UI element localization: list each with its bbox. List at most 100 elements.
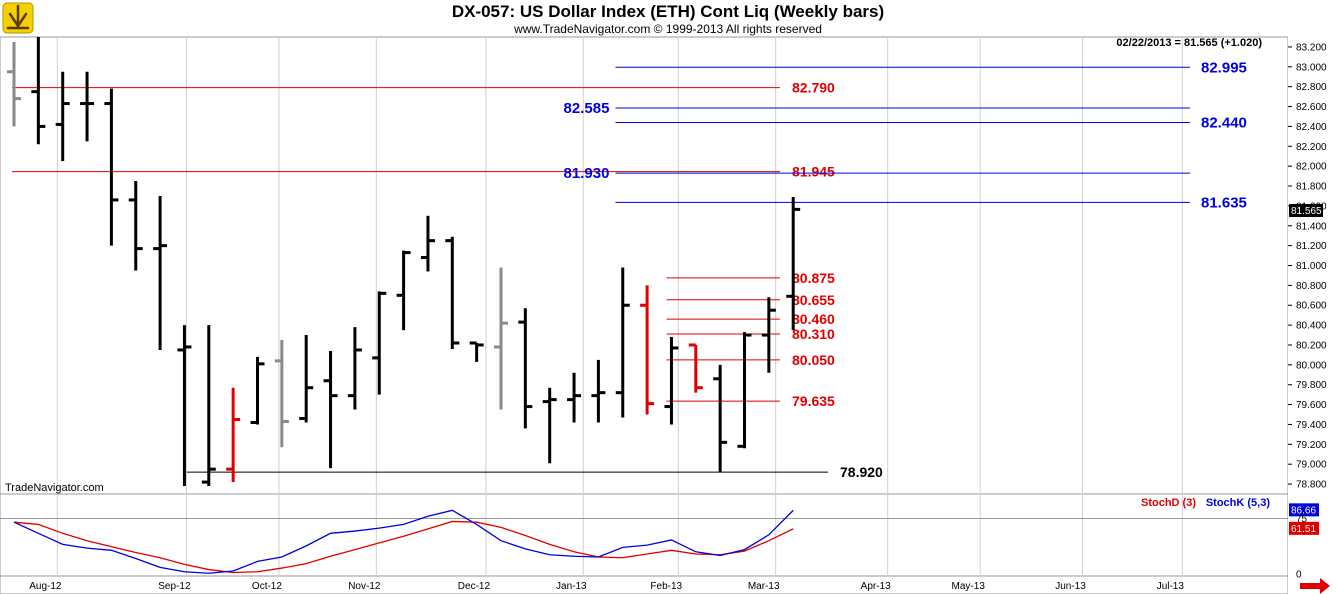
ohlc-bar	[737, 332, 752, 449]
ohlc-bar	[786, 196, 801, 331]
stochd-legend: StochD (3)	[1141, 497, 1196, 509]
y-axis-strip	[1288, 37, 1336, 594]
price-level-label: 82.790	[792, 80, 835, 96]
y-tick-label: 79.000	[1296, 460, 1327, 471]
ohlc-bar	[104, 88, 119, 246]
y-tick-label: 79.400	[1296, 420, 1327, 431]
y-axis: 78.800 79.000 79.200 79.400 79.600 79.800 80.0…	[1288, 42, 1327, 491]
stochastic-panel	[0, 493, 1289, 577]
y-tick-label: 81.400	[1296, 221, 1327, 232]
last-quote: 02/22/2013 = 81.565 (+1.020)	[1116, 37, 1262, 49]
ohlc-bar	[55, 71, 70, 162]
y-tick-label: 82.200	[1296, 142, 1327, 153]
y-tick-label: 82.600	[1296, 102, 1327, 113]
ohlc-bar	[153, 195, 168, 350]
ohlc-bar	[177, 325, 192, 487]
scroll-right-arrow-icon[interactable]	[1300, 578, 1330, 594]
ohlc-bar	[420, 215, 435, 272]
stochd-line	[13, 520, 794, 574]
x-tick-label: Jan-13	[556, 581, 587, 592]
price-level-label: 80.310	[792, 326, 835, 342]
tradenavigator-logo	[2, 2, 34, 34]
price-level-label: 78.920	[840, 464, 883, 480]
stoch-y-tick-label: 75	[1296, 514, 1308, 525]
ohlc-bar	[274, 340, 289, 448]
x-tick-label: Sep-12	[158, 581, 191, 592]
grid	[56, 37, 1183, 576]
ohlc-bar	[226, 387, 241, 483]
price-level-label: 81.930	[564, 165, 610, 182]
y-tick-label: 82.000	[1296, 162, 1327, 173]
price-level-label: 82.995	[1201, 59, 1247, 76]
stochk-value: 86.66	[1291, 505, 1316, 516]
y-tick-label: 79.200	[1296, 440, 1327, 451]
y-tick-label: 78.800	[1296, 480, 1327, 491]
ohlc-bar	[761, 297, 776, 373]
x-axis-strip	[0, 575, 1289, 594]
y-tick-label: 80.400	[1296, 321, 1327, 332]
ohlc-bar	[615, 267, 630, 418]
ohlc-bar	[469, 341, 484, 362]
ohlc-bar	[250, 356, 265, 425]
x-tick-label: Jul-13	[1157, 581, 1185, 592]
last-price-tag	[1289, 204, 1323, 217]
x-tick-label: Feb-13	[650, 581, 682, 592]
x-tick-label: Dec-12	[458, 581, 491, 592]
ohlc-bar	[664, 337, 679, 425]
last-price-value: 81.565	[1291, 206, 1322, 217]
y-tick-label: 79.800	[1296, 380, 1327, 391]
ohlc-bar	[591, 359, 606, 423]
x-tick-label: Aug-12	[29, 581, 62, 592]
x-tick-label: Jun-13	[1055, 581, 1086, 592]
ohlc-bar	[396, 250, 411, 331]
ohlc-bar	[445, 236, 460, 349]
ohlc-bar	[128, 181, 143, 271]
price-level-label: 79.635	[792, 393, 835, 409]
y-tick-label: 79.600	[1296, 400, 1327, 411]
y-tick-label: 83.200	[1296, 42, 1327, 53]
ohlc-bar	[688, 343, 703, 393]
price-level-label: 80.655	[792, 292, 835, 308]
y-tick-label: 82.800	[1296, 82, 1327, 93]
price-level-label: 81.635	[1201, 194, 1247, 211]
y-tick-label: 81.200	[1296, 241, 1327, 252]
ohlc-bar	[80, 71, 95, 142]
x-axis: Aug-12 Sep-12 Oct-12 Nov-12 Dec-12 Jan-13 Feb-…	[29, 581, 1184, 592]
stochastic-lines: 61.51 86.66 0 75	[0, 503, 1319, 581]
stochk-legend: StochK (5,3)	[1206, 497, 1271, 509]
ohlc-bar	[323, 350, 338, 469]
ohlc-bars	[7, 37, 801, 487]
price-level-label: 80.875	[792, 270, 835, 286]
ohlc-bar	[518, 308, 533, 429]
price-level-label: 82.440	[1201, 114, 1247, 131]
price-level-label: 80.050	[792, 352, 835, 368]
x-tick-label: May-13	[952, 581, 986, 592]
ohlc-bar	[299, 335, 314, 423]
price-level-label: 80.460	[792, 311, 835, 327]
chart-subtitle: www.TradeNavigator.com © 1999-2013 All r…	[514, 22, 822, 36]
y-tick-label: 81.800	[1296, 182, 1327, 193]
x-tick-label: Mar-13	[748, 581, 780, 592]
price-level-label: 81.945	[792, 164, 835, 180]
stoch-y-tick-label: 0	[1296, 570, 1302, 581]
stochk-value-tag	[1289, 503, 1319, 517]
price-panel	[0, 36, 1289, 495]
y-tick-label: 81.000	[1296, 261, 1327, 272]
ohlc-bar	[201, 325, 216, 487]
y-tick-label: 80.000	[1296, 360, 1327, 371]
y-tick-label: 80.800	[1296, 281, 1327, 292]
x-tick-label: Nov-12	[348, 581, 381, 592]
ohlc-bar	[347, 327, 362, 410]
ohlc-bar	[372, 291, 387, 395]
ohlc-bar	[494, 267, 508, 410]
y-tick-label: 80.600	[1296, 301, 1327, 312]
x-tick-label: Oct-12	[252, 581, 282, 592]
ohlc-bar	[542, 387, 557, 464]
ohlc-bar	[31, 37, 46, 145]
y-tick-label: 83.000	[1296, 62, 1327, 73]
stochk-line	[13, 509, 794, 574]
stochd-value-tag	[1289, 521, 1319, 535]
watermark: TradeNavigator.com	[5, 482, 104, 494]
